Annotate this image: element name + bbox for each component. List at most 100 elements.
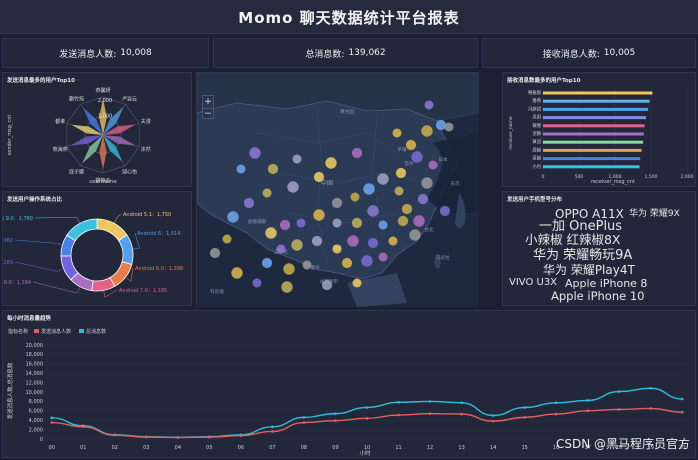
line-data-point [334,412,337,415]
line-x-tick-label: 07 [269,445,275,451]
map-place-label: 平壤 [398,146,407,153]
hourly-line-chart: 指标名称 发送消息人数 总消息数 发送消息人数,总消息数 小时 0 2,000 4,… [6,328,687,457]
map-panel[interactable]: 蒙古国中国日本首尔平壤东京台北马尼拉曼谷河内胡志明市科伦坡加德满都孟加拉 + − [196,72,479,307]
line-data-point [617,390,621,393]
line-data-point [365,406,369,409]
radar-petal [99,135,107,170]
bar-category-label: 黄冠 [532,138,541,145]
radar-petal [99,98,107,135]
donut-slice-label: IOS 9.0：1,760 [3,216,33,222]
map-data-point [261,257,273,269]
zoom-out-button[interactable]: − [203,108,213,119]
line-x-tick-label: 15 [521,445,527,451]
line-data-point [460,401,463,405]
map-data-point [252,278,262,288]
map-data-point [444,122,454,132]
receivers-y-axis-label: receiver_name [508,116,514,150]
line-data-point [649,386,653,390]
legend-swatch-senders [34,329,39,333]
bar-x-tick-label: 1,000 [609,174,622,180]
map-place-label: 中国 [321,179,333,187]
line-data-point [50,416,54,420]
legend-prefix: 指标名称 [8,328,28,335]
receivers-x-axis-label: receiver_msg_cnt [591,179,635,185]
map-data-point [262,188,272,198]
bar-x-tick-label: 2,000 [681,174,694,180]
donut-slice [66,218,98,242]
bar-x-tick-label: 1,500 [645,174,658,180]
radar-petal [82,135,103,164]
map-data-point [325,157,337,169]
map-data-point [351,147,363,159]
line-data-point [586,409,589,413]
radar-category-label: 都孝 [55,119,65,125]
legend-item-total[interactable]: 总消息数 [86,328,106,335]
map-data-point [401,203,413,215]
kpi-sender-count: 发送消息人数: 10,008 [2,38,209,68]
line-data-point [649,407,653,410]
map-data-point [209,247,221,259]
radar-category-label: 夫漫 [141,118,151,125]
bar [543,140,644,144]
line-data-point [554,412,558,416]
radar-petal [82,107,103,135]
map-place-label: 台北 [425,226,434,233]
map-data-point [352,278,362,288]
map-data-point [249,147,261,159]
map-data-point [331,197,343,209]
line-data-point [523,406,526,409]
map-data-point [439,205,451,217]
line-data-point [617,408,621,411]
line-data-point [460,412,463,416]
bar-category-label: 春燕 [532,97,541,104]
line-x-tick-label: 06 [238,445,244,451]
map-data-point [227,211,239,223]
map-data-point [236,164,246,174]
kpi-value: 139,062 [348,48,386,58]
bar [543,116,646,120]
legend-item-senders[interactable]: 发送消息人数 [41,328,71,335]
map-data-point [281,281,293,293]
map-data-point [421,125,433,137]
map-place-label: 首尔 [405,160,414,167]
map-data-point [313,171,325,183]
line-data-point [302,416,306,419]
map-data-point [267,163,279,175]
radar-petal [103,135,123,162]
wordcloud-panel: 发送用户手机型号分布 OPPO A11X 华为 荣耀9X 一加 OnePlus … [502,191,696,306]
receivers-panel: 接收消息数最多的用户Top10 receiver_name receiver_m… [502,72,696,187]
line-data-point [397,401,400,404]
donut-leader-line [125,267,134,282]
word-2: 一加 OnePlus [539,219,623,234]
word-0: OPPO A11X [555,207,624,221]
donut-leader-line [34,216,81,224]
donut-panel: 发送用户操作系统占比 Android 5.1：1,750 Android 6：1,… [2,191,192,306]
map-data-point [363,183,375,195]
zoom-in-button[interactable]: + [204,97,212,107]
map-data-point [351,217,363,229]
map-data-point [367,205,379,217]
bar [543,91,653,95]
map-place-label: 日本 [439,156,448,163]
line-y-tick-label: 18,000 [26,352,44,358]
donut-slice-label: IOS 12.0：1,082 [3,238,13,244]
line-y-tick-label: 2,000 [29,427,43,433]
bar-x-tick-label: 0 [542,174,545,180]
radar-category-label: 蒯竹筠 [69,96,84,103]
map-data-point [222,234,232,244]
receivers-bar-chart: receiver_name receiver_msg_cnt 0 500 1,000… [508,89,694,185]
line-x-tick-label: 14 [490,445,496,451]
kpi-value: 10,008 [120,48,152,58]
map-data-point [347,235,359,247]
map-data-point [341,257,353,269]
line-x-tick-label: 18 [616,445,622,451]
line-x-tick-label: 11 [395,445,401,451]
line-data-point [680,397,684,401]
map-data-point [332,218,342,228]
radar-y-axis-label: sender_msg_cnt [7,115,13,156]
line-data-point [491,414,495,417]
donut-slice [96,218,128,242]
map-data-point [311,235,323,247]
china-map[interactable]: 蒙古国中国日本首尔平壤东京台北马尼拉曼谷河内胡志明市科伦坡加德满都孟加拉 [197,73,479,307]
zoom-controls: + − [202,95,214,119]
